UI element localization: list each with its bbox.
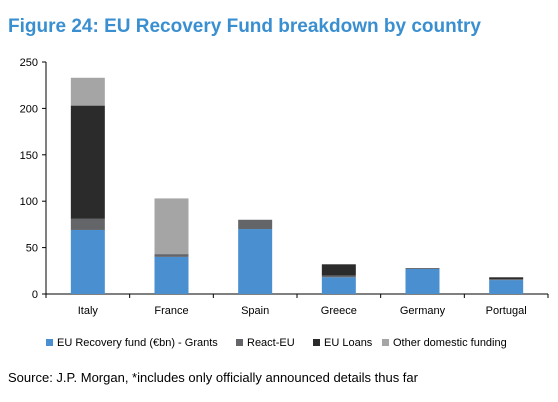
bar-segment — [238, 219, 273, 230]
y-tick-label: 200 — [20, 103, 38, 115]
y-tick-label: 150 — [20, 150, 38, 162]
bar-segment — [238, 229, 273, 294]
source-note: Source: J.P. Morgan, *includes only offi… — [8, 370, 418, 385]
bar-segment — [70, 77, 105, 106]
legend-label: EU Loans — [324, 337, 373, 349]
y-tick-label: 0 — [32, 289, 38, 301]
bar-segment — [405, 268, 440, 269]
legend-swatch — [382, 339, 389, 346]
x-tick-label: Spain — [241, 305, 269, 317]
legend-label: EU Recovery fund (€bn) - Grants — [57, 337, 218, 349]
bar-segment — [321, 264, 356, 276]
x-tick-label: France — [154, 305, 188, 317]
x-tick-label: Portugal — [486, 305, 527, 317]
bar-segment — [70, 105, 105, 219]
legend-label: Other domestic funding — [393, 337, 507, 349]
legend-swatch — [46, 339, 53, 346]
legend-swatch — [313, 339, 320, 346]
bar-segment — [489, 279, 524, 281]
bar-segment — [321, 275, 356, 278]
bar-segment — [70, 218, 105, 230]
x-tick-label: Germany — [400, 305, 446, 317]
x-tick-label: Greece — [321, 305, 357, 317]
bar-segment — [489, 280, 524, 294]
legend-label: React-EU — [247, 337, 295, 349]
y-tick-label: 50 — [26, 243, 38, 255]
bar-segment — [70, 229, 105, 294]
chart-title: Figure 24: EU Recovery Fund breakdown by… — [8, 16, 481, 37]
legend-swatch — [236, 339, 243, 346]
bar-segment — [321, 277, 356, 294]
bar-segment — [154, 198, 189, 255]
y-tick-label: 100 — [20, 196, 38, 208]
x-tick-label: Italy — [78, 305, 99, 317]
bar-segment — [489, 277, 524, 280]
bar-segment — [154, 254, 189, 257]
bar-segment — [405, 268, 440, 294]
y-tick-label: 250 — [20, 57, 38, 69]
bar-segment — [154, 256, 189, 294]
